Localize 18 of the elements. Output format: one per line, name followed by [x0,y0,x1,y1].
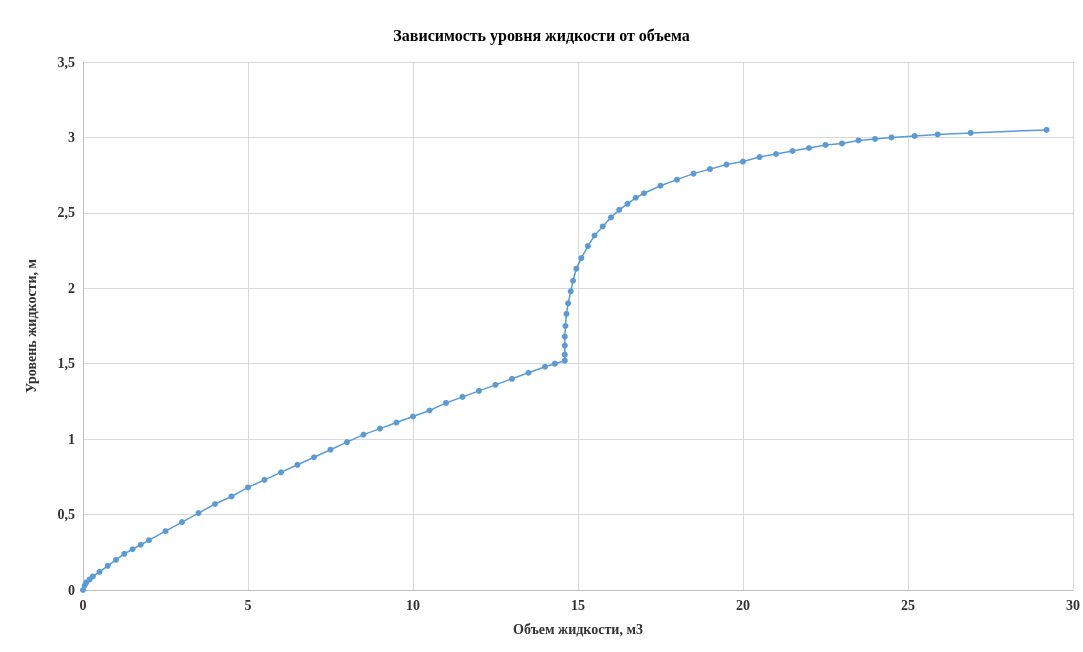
y-tick-label: 2 [68,280,75,296]
x-axis-title: Объем жидкости, м3 [513,621,643,637]
y-tick-label: 0,5 [57,507,75,523]
chart-title: Зависимость уровня жидкости от объема [393,26,690,45]
y-tick-label: 1,5 [57,356,75,372]
x-tick-label: 15 [571,597,585,613]
y-tick-label: 0 [68,582,75,598]
y-tick-label: 1 [68,431,75,447]
y-tick-label: 3,5 [57,54,75,70]
x-tick-label: 30 [1066,597,1080,613]
y-tick-label: 2,5 [57,205,75,221]
y-tick-label: 3 [68,129,75,145]
x-tick-label: 20 [736,597,750,613]
y-axis-title: Уровень жидкости, м [23,258,39,394]
x-tick-label: 25 [901,597,915,613]
x-tick-label: 0 [79,597,87,613]
x-tick-label: 5 [244,597,252,613]
x-tick-label: 10 [406,597,420,613]
